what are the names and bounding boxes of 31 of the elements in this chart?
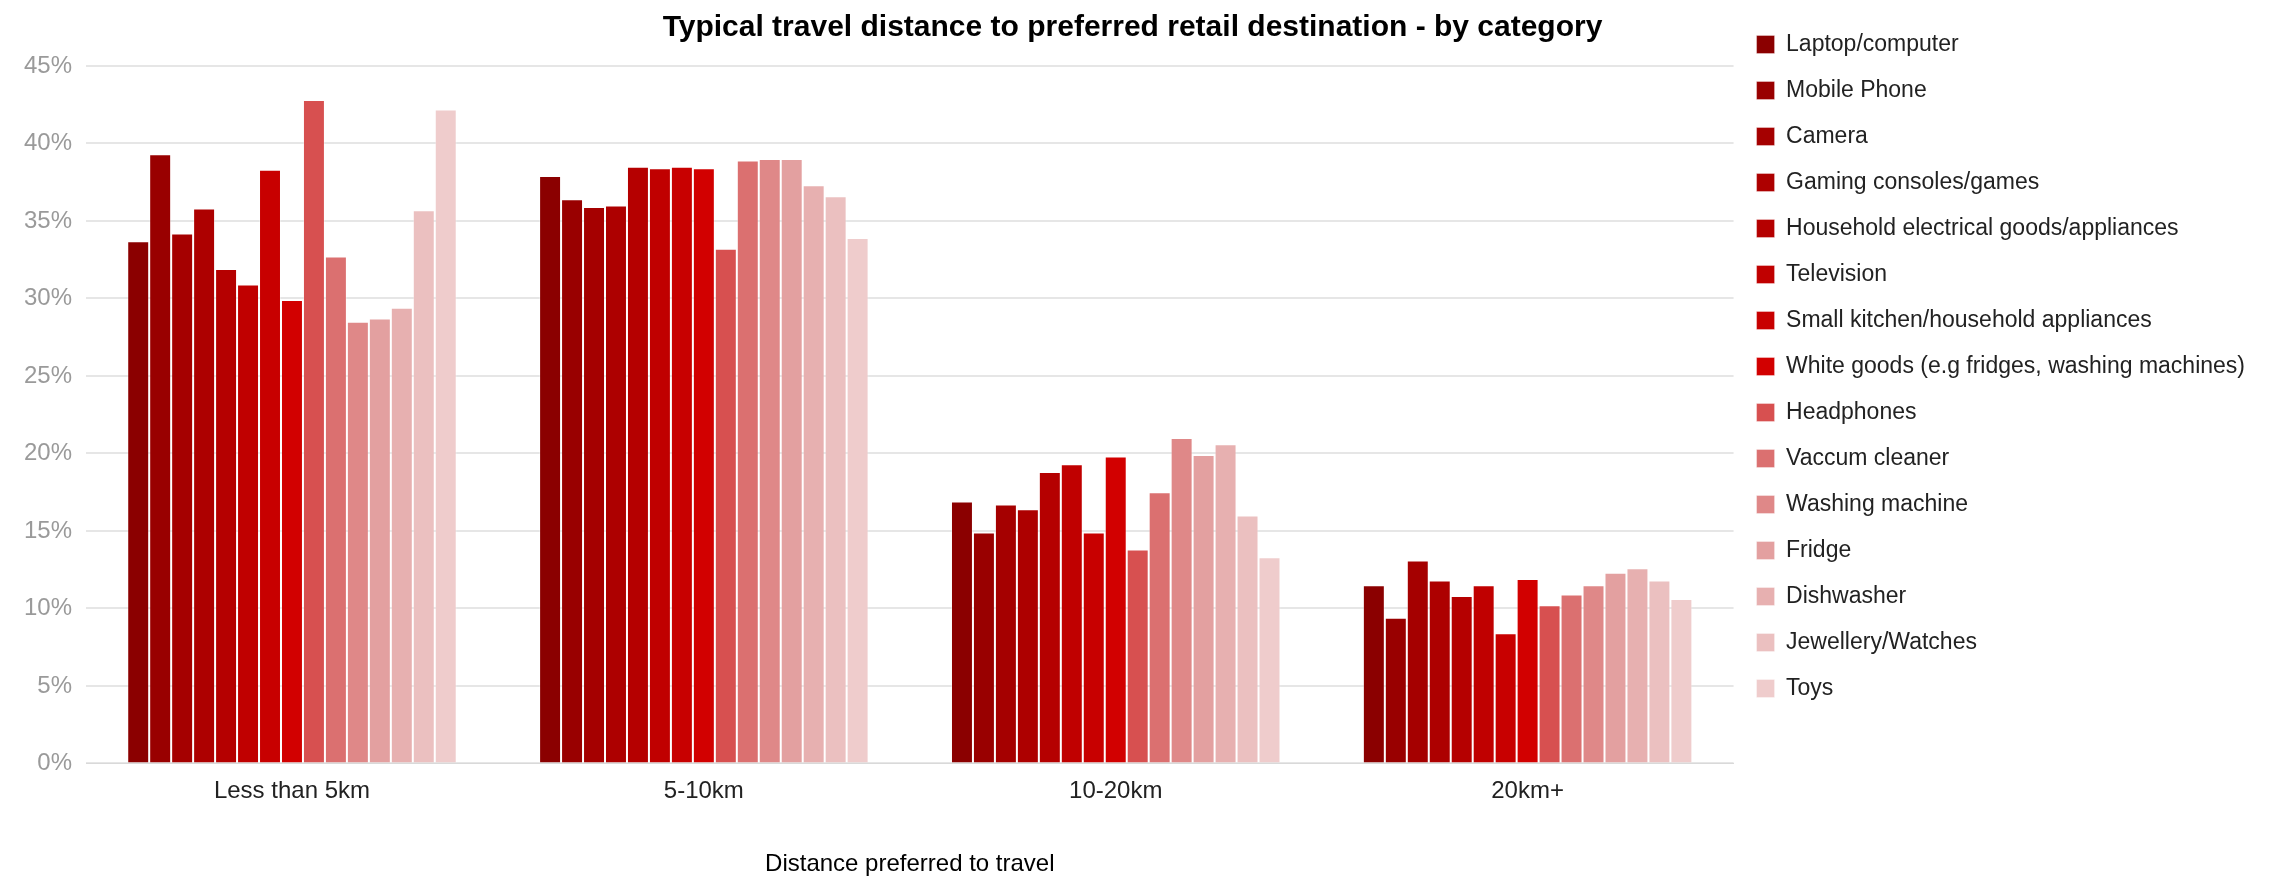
legend-label: Jewellery/Watches xyxy=(1786,627,1977,654)
y-tick-label: 15% xyxy=(23,515,73,543)
x-tick-label: Less than 5km xyxy=(213,776,371,804)
y-tick-label: 40% xyxy=(23,128,73,156)
legend-label: Camera xyxy=(1786,121,1869,148)
legend-label: Laptop/computer xyxy=(1786,29,1960,56)
legend-label: White goods (e.g fridges, washing machines) xyxy=(1786,351,2246,378)
legend-label: Vaccum cleaner xyxy=(1786,443,1950,470)
legend-label: Headphones xyxy=(1786,397,1917,424)
x-axis-title: Distance preferred to travel xyxy=(765,849,1055,877)
y-tick-label: 10% xyxy=(23,593,73,621)
legend-label: Dishwasher xyxy=(1786,581,1907,608)
legend-label: Small kitchen/household appliances xyxy=(1786,305,2152,332)
chart-title: Typical travel distance to preferred retail destination - by category xyxy=(662,9,1603,43)
legend-label: Washing machine xyxy=(1786,489,1969,516)
y-tick-label: 0% xyxy=(37,748,73,776)
y-tick-label: 45% xyxy=(23,50,73,78)
x-tick-label: 5-10km xyxy=(663,776,744,804)
x-tick-label: 10-20km xyxy=(1069,776,1163,804)
legend-label: Fridge xyxy=(1786,535,1852,562)
y-tick-label: 20% xyxy=(23,438,73,466)
legend-label: Toys xyxy=(1786,673,1834,700)
y-tick-label: 25% xyxy=(23,360,73,388)
x-tick-label: 20km+ xyxy=(1491,776,1564,804)
y-tick-label: 30% xyxy=(23,283,73,311)
legend-label: Gaming consoles/games xyxy=(1786,167,2040,194)
y-tick-label: 5% xyxy=(37,670,73,698)
legend-label: Television xyxy=(1786,259,1888,286)
legend-label: Household electrical goods/appliances xyxy=(1786,213,2179,240)
y-tick-label: 35% xyxy=(23,205,73,233)
legend-label: Mobile Phone xyxy=(1786,75,1927,102)
